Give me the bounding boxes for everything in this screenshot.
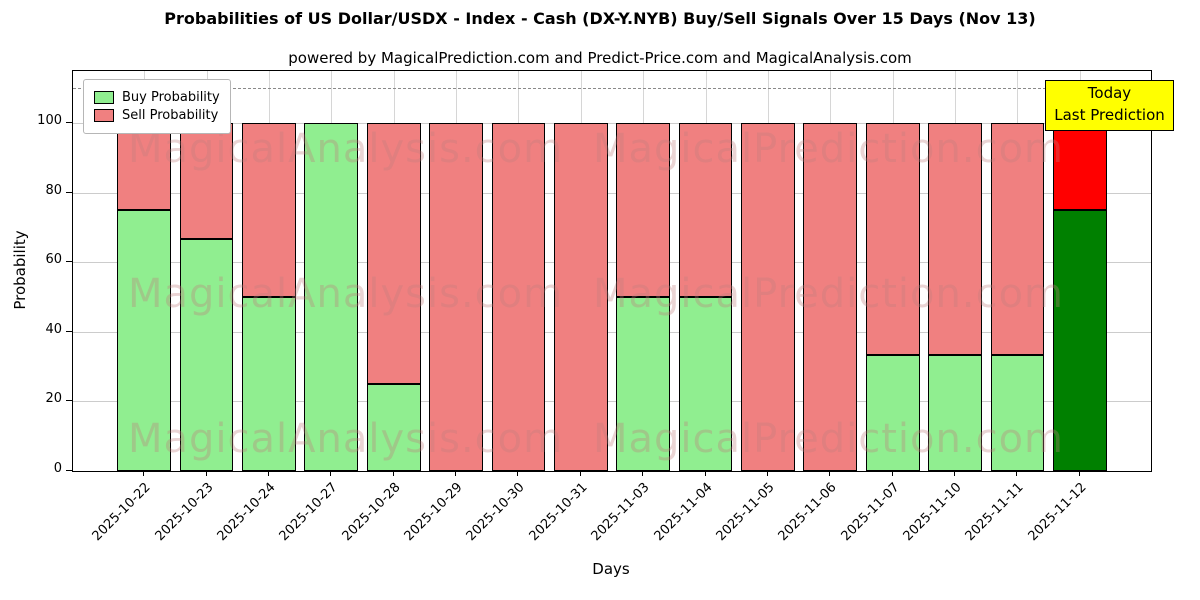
x-tick-mark [392, 471, 394, 476]
y-tick-label: 0 [53, 461, 62, 476]
bar-buy-segment [117, 210, 171, 471]
chart-subtitle: powered by MagicalPrediction.com and Pre… [288, 49, 912, 67]
y-tick-label: 80 [45, 182, 62, 198]
bar-sell-segment [990, 123, 1045, 356]
bar-sell-segment [117, 123, 171, 211]
x-tick-mark [642, 471, 644, 476]
y-tick-mark [66, 400, 72, 402]
buy-probability-swatch [94, 91, 114, 104]
x-tick-mark [704, 471, 706, 476]
x-tick-mark [766, 471, 768, 476]
h-gridline [73, 123, 1151, 125]
today-annotation-line2: Last Prediction [1054, 105, 1165, 124]
x-tick-mark [954, 471, 956, 476]
bar-sell-segment [491, 123, 546, 471]
bar-buy-segment [179, 239, 234, 471]
bar-buy-segment [242, 297, 296, 471]
x-tick-mark [891, 471, 893, 476]
bar-sell-segment [1052, 123, 1107, 211]
y-tick-mark [66, 330, 72, 332]
bar-sell-segment [179, 123, 234, 239]
y-tick-label: 60 [45, 252, 62, 268]
bar-sell-segment [928, 123, 982, 356]
x-tick-mark [143, 471, 145, 476]
legend: Buy Probability Sell Probability [83, 79, 231, 134]
y-tick-mark [66, 261, 72, 263]
y-tick-mark [66, 191, 72, 193]
bar-sell-segment [366, 123, 421, 385]
plot-area: MagicalAnalysis.com MagicalPrediction.com… [72, 70, 1152, 472]
x-tick-mark [455, 471, 457, 476]
bar-sell-segment [865, 123, 920, 356]
y-axis-label: Probability [11, 230, 29, 310]
bar-sell-segment [242, 123, 296, 298]
chart-title: Probabilities of US Dollar/USDX - Index … [164, 9, 1036, 28]
h-gridline [73, 262, 1151, 264]
legend-item-buy: Buy Probability [94, 90, 220, 105]
bar-buy-segment [366, 384, 421, 471]
bar-buy-segment [1052, 210, 1107, 471]
x-tick-mark [829, 471, 831, 476]
bar-sell-segment [553, 123, 608, 471]
x-tick-mark [330, 471, 332, 476]
today-annotation-line1: Today [1087, 84, 1132, 102]
x-tick-mark [517, 471, 519, 476]
y-tick-label: 100 [37, 113, 62, 129]
legend-buy-label: Buy Probability [122, 90, 220, 105]
h-gridline [73, 331, 1151, 333]
bar-buy-segment [678, 297, 733, 471]
bar-sell-segment [803, 123, 858, 471]
sell-probability-swatch [94, 109, 114, 122]
y-tick-label: 20 [45, 391, 62, 407]
h-gridline [73, 401, 1151, 403]
legend-item-sell: Sell Probability [94, 108, 220, 123]
y-tick-label: 40 [45, 321, 62, 337]
x-tick-mark [205, 471, 207, 476]
today-last-prediction-annotation: Today Last Prediction [1045, 80, 1174, 131]
bar-buy-segment [865, 355, 920, 471]
dashed-threshold-line [73, 88, 1151, 90]
legend-sell-label: Sell Probability [122, 108, 219, 123]
x-axis-label: Days [592, 560, 630, 578]
bar-sell-segment [429, 123, 483, 471]
bar-buy-segment [928, 355, 982, 471]
y-tick-mark [66, 470, 72, 471]
y-tick-mark [66, 122, 72, 124]
x-tick-mark [267, 471, 269, 476]
bar-buy-segment [616, 297, 670, 471]
h-gridline [73, 192, 1151, 194]
x-tick-mark [1078, 471, 1080, 476]
x-tick-mark [1016, 471, 1018, 476]
bar-sell-segment [678, 123, 733, 298]
bar-buy-segment [304, 123, 359, 471]
bar-sell-segment [741, 123, 795, 471]
bar-buy-segment [990, 355, 1045, 471]
x-tick-mark [579, 471, 581, 476]
bar-sell-segment [616, 123, 670, 298]
